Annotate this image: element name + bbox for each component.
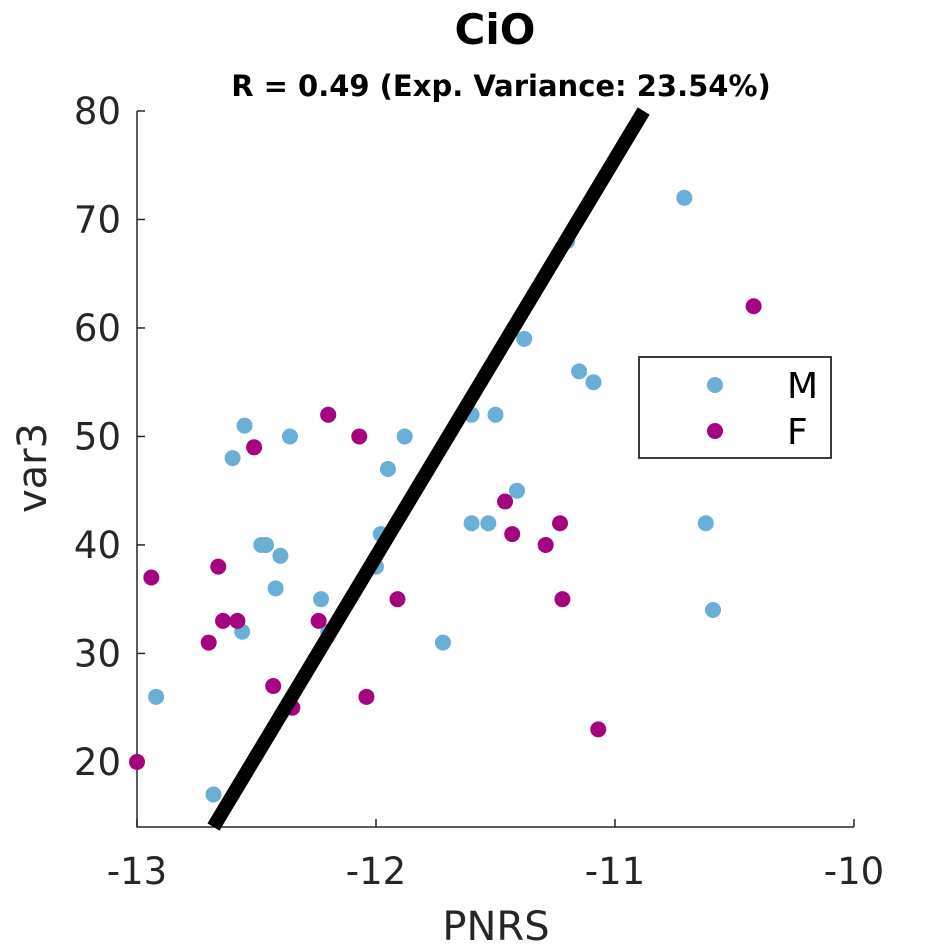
legend-box xyxy=(638,356,832,459)
data-point-f xyxy=(215,612,232,629)
data-point-m xyxy=(480,515,497,532)
data-point-f xyxy=(358,688,375,705)
data-point-f xyxy=(504,526,521,543)
data-points xyxy=(129,189,762,803)
legend-marker-m xyxy=(707,377,723,393)
data-point-m xyxy=(148,688,165,705)
data-point-f xyxy=(246,439,263,456)
data-point-m xyxy=(267,580,284,597)
data-point-m xyxy=(585,374,602,391)
data-point-m xyxy=(236,417,253,434)
data-point-m xyxy=(697,515,714,532)
x-tick-label: -10 xyxy=(824,850,884,893)
x-tick-label: -13 xyxy=(107,850,167,893)
data-point-m xyxy=(516,330,533,347)
data-point-f xyxy=(552,515,569,532)
data-point-m xyxy=(676,189,693,206)
y-tick-label: 20 xyxy=(74,741,121,784)
regression-line xyxy=(207,107,650,831)
data-point-f xyxy=(129,753,145,770)
y-tick-label: 40 xyxy=(74,524,121,567)
data-point-m xyxy=(704,602,721,619)
legend-label-m: M xyxy=(787,366,818,407)
data-point-f xyxy=(537,536,554,553)
data-point-f xyxy=(143,569,160,586)
x-axis-label: PNRS xyxy=(442,904,549,945)
data-point-m xyxy=(253,536,270,553)
x-tick-label: -11 xyxy=(585,850,645,893)
data-point-f xyxy=(320,406,337,423)
data-point-m xyxy=(509,482,526,499)
data-point-m xyxy=(224,450,241,467)
axes: -13 -12 -11 -10 20 30 40 50 60 70 80 xyxy=(74,90,884,893)
chart-title: CiO xyxy=(455,5,536,54)
legend: M F xyxy=(638,356,832,459)
data-point-m xyxy=(434,634,451,651)
data-point-f xyxy=(389,591,406,608)
data-point-f xyxy=(497,493,514,510)
data-point-f xyxy=(265,677,282,694)
fit-line-group xyxy=(207,107,650,831)
data-point-m xyxy=(379,461,396,477)
data-point-m xyxy=(571,363,588,380)
data-point-f xyxy=(351,428,368,445)
y-tick-label: 50 xyxy=(74,415,121,458)
data-point-f xyxy=(554,591,571,608)
y-tick-label: 70 xyxy=(74,198,121,241)
legend-label-f: F xyxy=(787,412,808,453)
data-point-f xyxy=(745,298,762,315)
data-point-m xyxy=(463,515,480,532)
data-point-m xyxy=(487,406,504,423)
data-point-f xyxy=(229,612,246,629)
data-point-f xyxy=(590,721,607,738)
data-point-m xyxy=(313,591,330,608)
data-point-m xyxy=(281,428,298,445)
y-tick-label: 30 xyxy=(74,632,121,675)
x-tick-label: -12 xyxy=(346,850,406,893)
data-point-m xyxy=(205,786,222,803)
y-tick-label: 60 xyxy=(74,307,121,350)
chart-subtitle: R = 0.49 (Exp. Variance: 23.54%) xyxy=(231,69,771,103)
y-axis-label: var3 xyxy=(10,423,56,513)
data-point-f xyxy=(310,612,327,629)
axis-lines xyxy=(136,111,854,828)
legend-marker-f xyxy=(707,423,723,439)
data-point-m xyxy=(396,428,413,445)
data-point-f xyxy=(210,558,227,575)
y-tick-label: 80 xyxy=(74,90,121,133)
data-point-f xyxy=(200,634,217,651)
data-point-m xyxy=(272,547,289,564)
